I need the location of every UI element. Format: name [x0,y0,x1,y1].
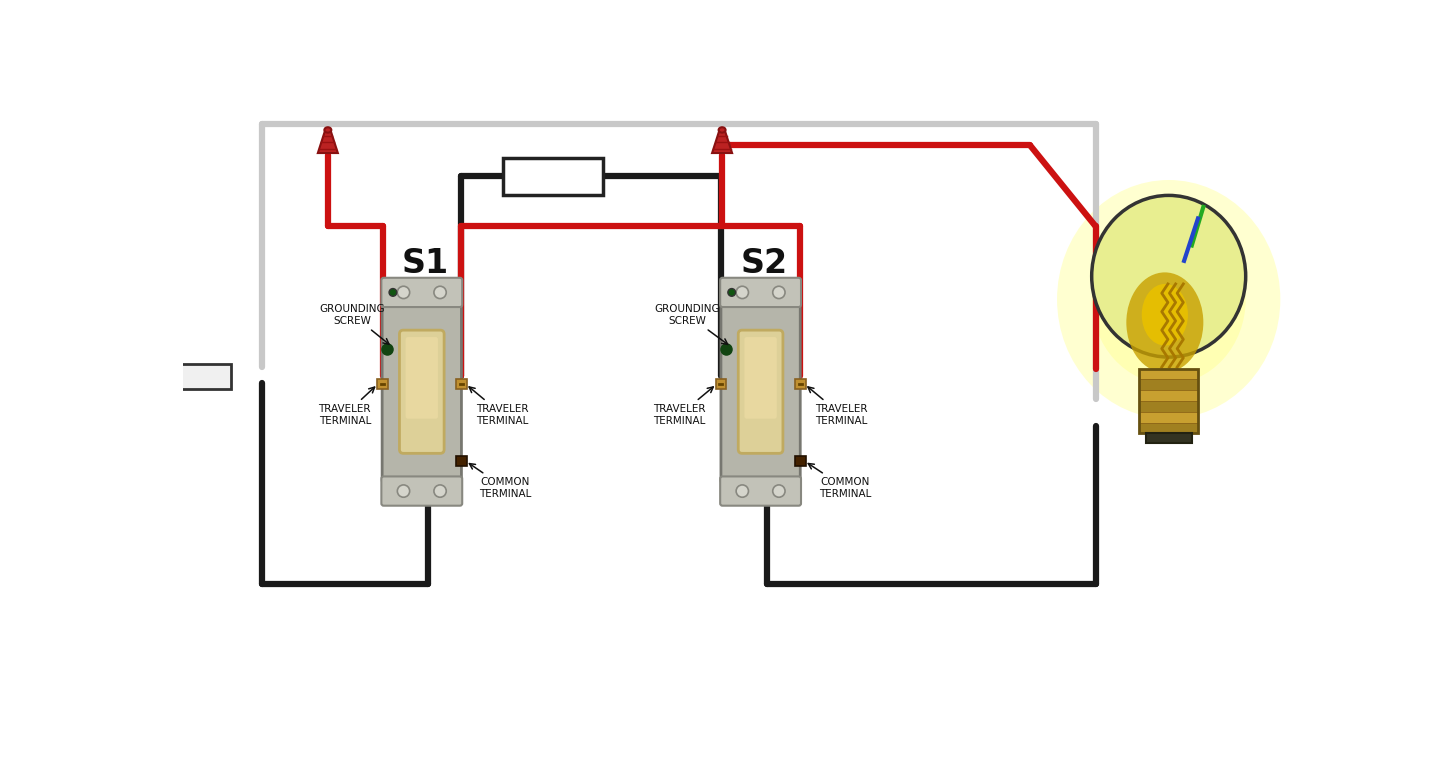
Bar [715,379,727,389]
FancyBboxPatch shape [721,476,801,506]
Bar [457,379,467,389]
Ellipse shape [1091,215,1245,384]
Text: S2: S2 [741,247,788,280]
Bar [1139,423,1198,434]
Bar [376,379,388,389]
Circle shape [434,287,447,299]
Polygon shape [712,132,732,153]
Text: GROUNDING
SCREW: GROUNDING SCREW [320,304,389,344]
Bar [1146,434,1192,443]
Ellipse shape [1126,272,1203,373]
Text: S1: S1 [402,247,449,280]
Text: TRAVELER
TERMINAL: TRAVELER TERMINAL [653,387,714,426]
Ellipse shape [1142,284,1188,345]
Text: TRAVELER
TERMINAL: TRAVELER TERMINAL [470,387,528,426]
Circle shape [728,289,735,296]
Bar [1139,379,1198,390]
Bar [1139,369,1198,434]
Ellipse shape [1057,180,1281,418]
Bar [1139,369,1198,379]
Ellipse shape [718,127,725,133]
Ellipse shape [1091,195,1245,357]
FancyBboxPatch shape [721,278,801,307]
Bar [796,456,806,466]
FancyBboxPatch shape [382,300,461,483]
Bar [175,364,231,389]
Bar [796,379,806,389]
FancyBboxPatch shape [405,337,438,418]
Text: COMMON
TERMINAL: COMMON TERMINAL [470,463,531,499]
Text: TRAVELER
TERMINAL: TRAVELER TERMINAL [319,387,375,426]
Circle shape [434,485,447,498]
Text: COMMON
TERMINAL: COMMON TERMINAL [808,463,872,499]
Bar [1139,411,1198,423]
FancyBboxPatch shape [399,330,444,453]
Text: TRAVELER
TERMINAL: TRAVELER TERMINAL [808,387,867,426]
Bar [1139,401,1198,411]
FancyBboxPatch shape [744,337,777,418]
Circle shape [773,287,785,299]
Bar [457,456,467,466]
FancyBboxPatch shape [738,330,783,453]
Circle shape [737,287,748,299]
Circle shape [389,289,396,296]
Polygon shape [317,132,337,153]
Circle shape [398,485,409,498]
Bar [503,158,603,194]
Bar [1139,390,1198,401]
FancyBboxPatch shape [382,476,462,506]
FancyBboxPatch shape [721,300,800,483]
Text: GROUNDING
SCREW: GROUNDING SCREW [655,304,728,344]
Circle shape [773,485,785,498]
Circle shape [398,287,409,299]
Circle shape [737,485,748,498]
FancyBboxPatch shape [382,278,462,307]
Ellipse shape [325,127,332,133]
